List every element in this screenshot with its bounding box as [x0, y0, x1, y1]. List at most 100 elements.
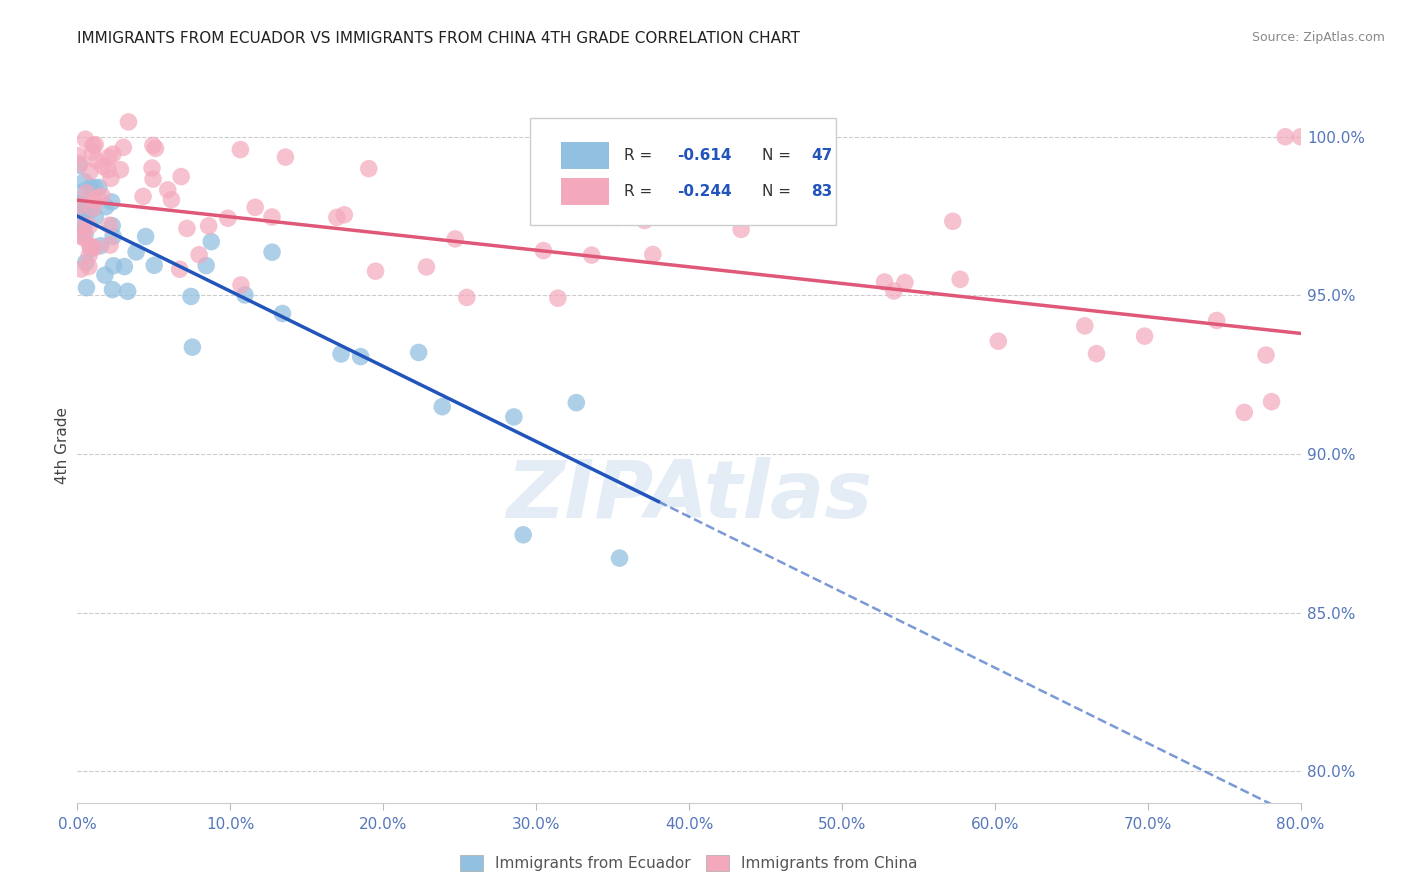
Point: [873, 275, 896, 289]
Point: [1260, 394, 1282, 409]
Point: [444, 232, 467, 246]
Point: [415, 260, 437, 274]
Point: [91, 189, 114, 203]
Point: [333, 208, 356, 222]
Point: [1205, 313, 1227, 327]
Point: [364, 264, 387, 278]
Point: [894, 276, 917, 290]
Point: [156, 183, 179, 197]
Point: [942, 214, 965, 228]
Point: [87, 180, 110, 194]
Point: [69, 214, 91, 228]
Point: [217, 211, 239, 226]
Text: Source: ZipAtlas.com: Source: ZipAtlas.com: [1251, 31, 1385, 45]
Point: [75, 280, 97, 294]
FancyBboxPatch shape: [561, 178, 609, 205]
Point: [77, 219, 100, 234]
Point: [98, 238, 121, 252]
Point: [125, 245, 148, 260]
Point: [330, 347, 353, 361]
Point: [101, 147, 124, 161]
Point: [79, 202, 101, 217]
Point: [94, 200, 117, 214]
Point: [633, 213, 655, 227]
Point: [110, 162, 132, 177]
Point: [145, 141, 167, 155]
Point: [79, 238, 101, 252]
Point: [949, 272, 972, 286]
Point: [112, 140, 135, 154]
Point: [83, 240, 105, 254]
Point: [665, 208, 688, 222]
Point: [547, 291, 569, 305]
Point: [432, 400, 454, 414]
Point: [197, 219, 219, 233]
Point: [170, 169, 193, 184]
Point: [260, 210, 283, 224]
Point: [274, 150, 297, 164]
Text: N =: N =: [762, 184, 796, 199]
Point: [326, 211, 349, 225]
Point: [408, 345, 430, 359]
Point: [101, 219, 124, 233]
Point: [77, 260, 100, 274]
Point: [79, 240, 101, 254]
Text: R =: R =: [624, 184, 657, 199]
Point: [1085, 347, 1108, 361]
Point: [169, 262, 191, 277]
Text: ZIPAtlas: ZIPAtlas: [506, 457, 872, 535]
Text: R =: R =: [624, 148, 657, 163]
Point: [94, 268, 117, 282]
Point: [357, 161, 380, 176]
Point: [1289, 129, 1312, 144]
Point: [75, 255, 97, 269]
Point: [79, 164, 101, 178]
Point: [233, 288, 256, 302]
Text: IMMIGRANTS FROM ECUADOR VS IMMIGRANTS FROM CHINA 4TH GRADE CORRELATION CHART: IMMIGRANTS FROM ECUADOR VS IMMIGRANTS FR…: [77, 31, 800, 46]
Point: [98, 218, 121, 232]
Point: [117, 285, 139, 299]
Point: [229, 277, 252, 292]
Point: [101, 283, 124, 297]
Point: [141, 161, 163, 175]
Point: [122, 69, 145, 83]
Point: [82, 145, 104, 160]
Point: [72, 230, 94, 244]
Point: [100, 194, 122, 209]
Point: [70, 262, 93, 277]
Point: [502, 409, 524, 424]
Point: [135, 229, 157, 244]
Point: [176, 221, 198, 235]
Point: [271, 306, 294, 320]
Point: [73, 174, 96, 188]
Point: [195, 259, 218, 273]
Point: [103, 259, 125, 273]
Point: [188, 248, 211, 262]
Point: [606, 211, 628, 225]
Point: [730, 222, 752, 236]
Point: [613, 206, 636, 220]
Point: [75, 132, 97, 146]
Point: [260, 245, 283, 260]
Point: [581, 248, 603, 262]
Point: [79, 180, 101, 194]
Point: [831, 812, 853, 826]
Text: -0.614: -0.614: [676, 148, 731, 163]
Point: [181, 340, 204, 354]
Point: [69, 156, 91, 170]
FancyBboxPatch shape: [530, 118, 835, 225]
Point: [80, 242, 103, 256]
Point: [1233, 405, 1256, 419]
Point: [83, 180, 105, 194]
Point: [512, 528, 534, 542]
Text: 47: 47: [811, 148, 832, 163]
Point: [243, 200, 266, 214]
Point: [101, 229, 124, 244]
Point: [350, 350, 373, 364]
Point: [69, 196, 91, 211]
Point: [609, 551, 631, 566]
Point: [83, 193, 105, 207]
Point: [533, 244, 555, 258]
Point: [641, 247, 664, 261]
Point: [456, 290, 478, 304]
